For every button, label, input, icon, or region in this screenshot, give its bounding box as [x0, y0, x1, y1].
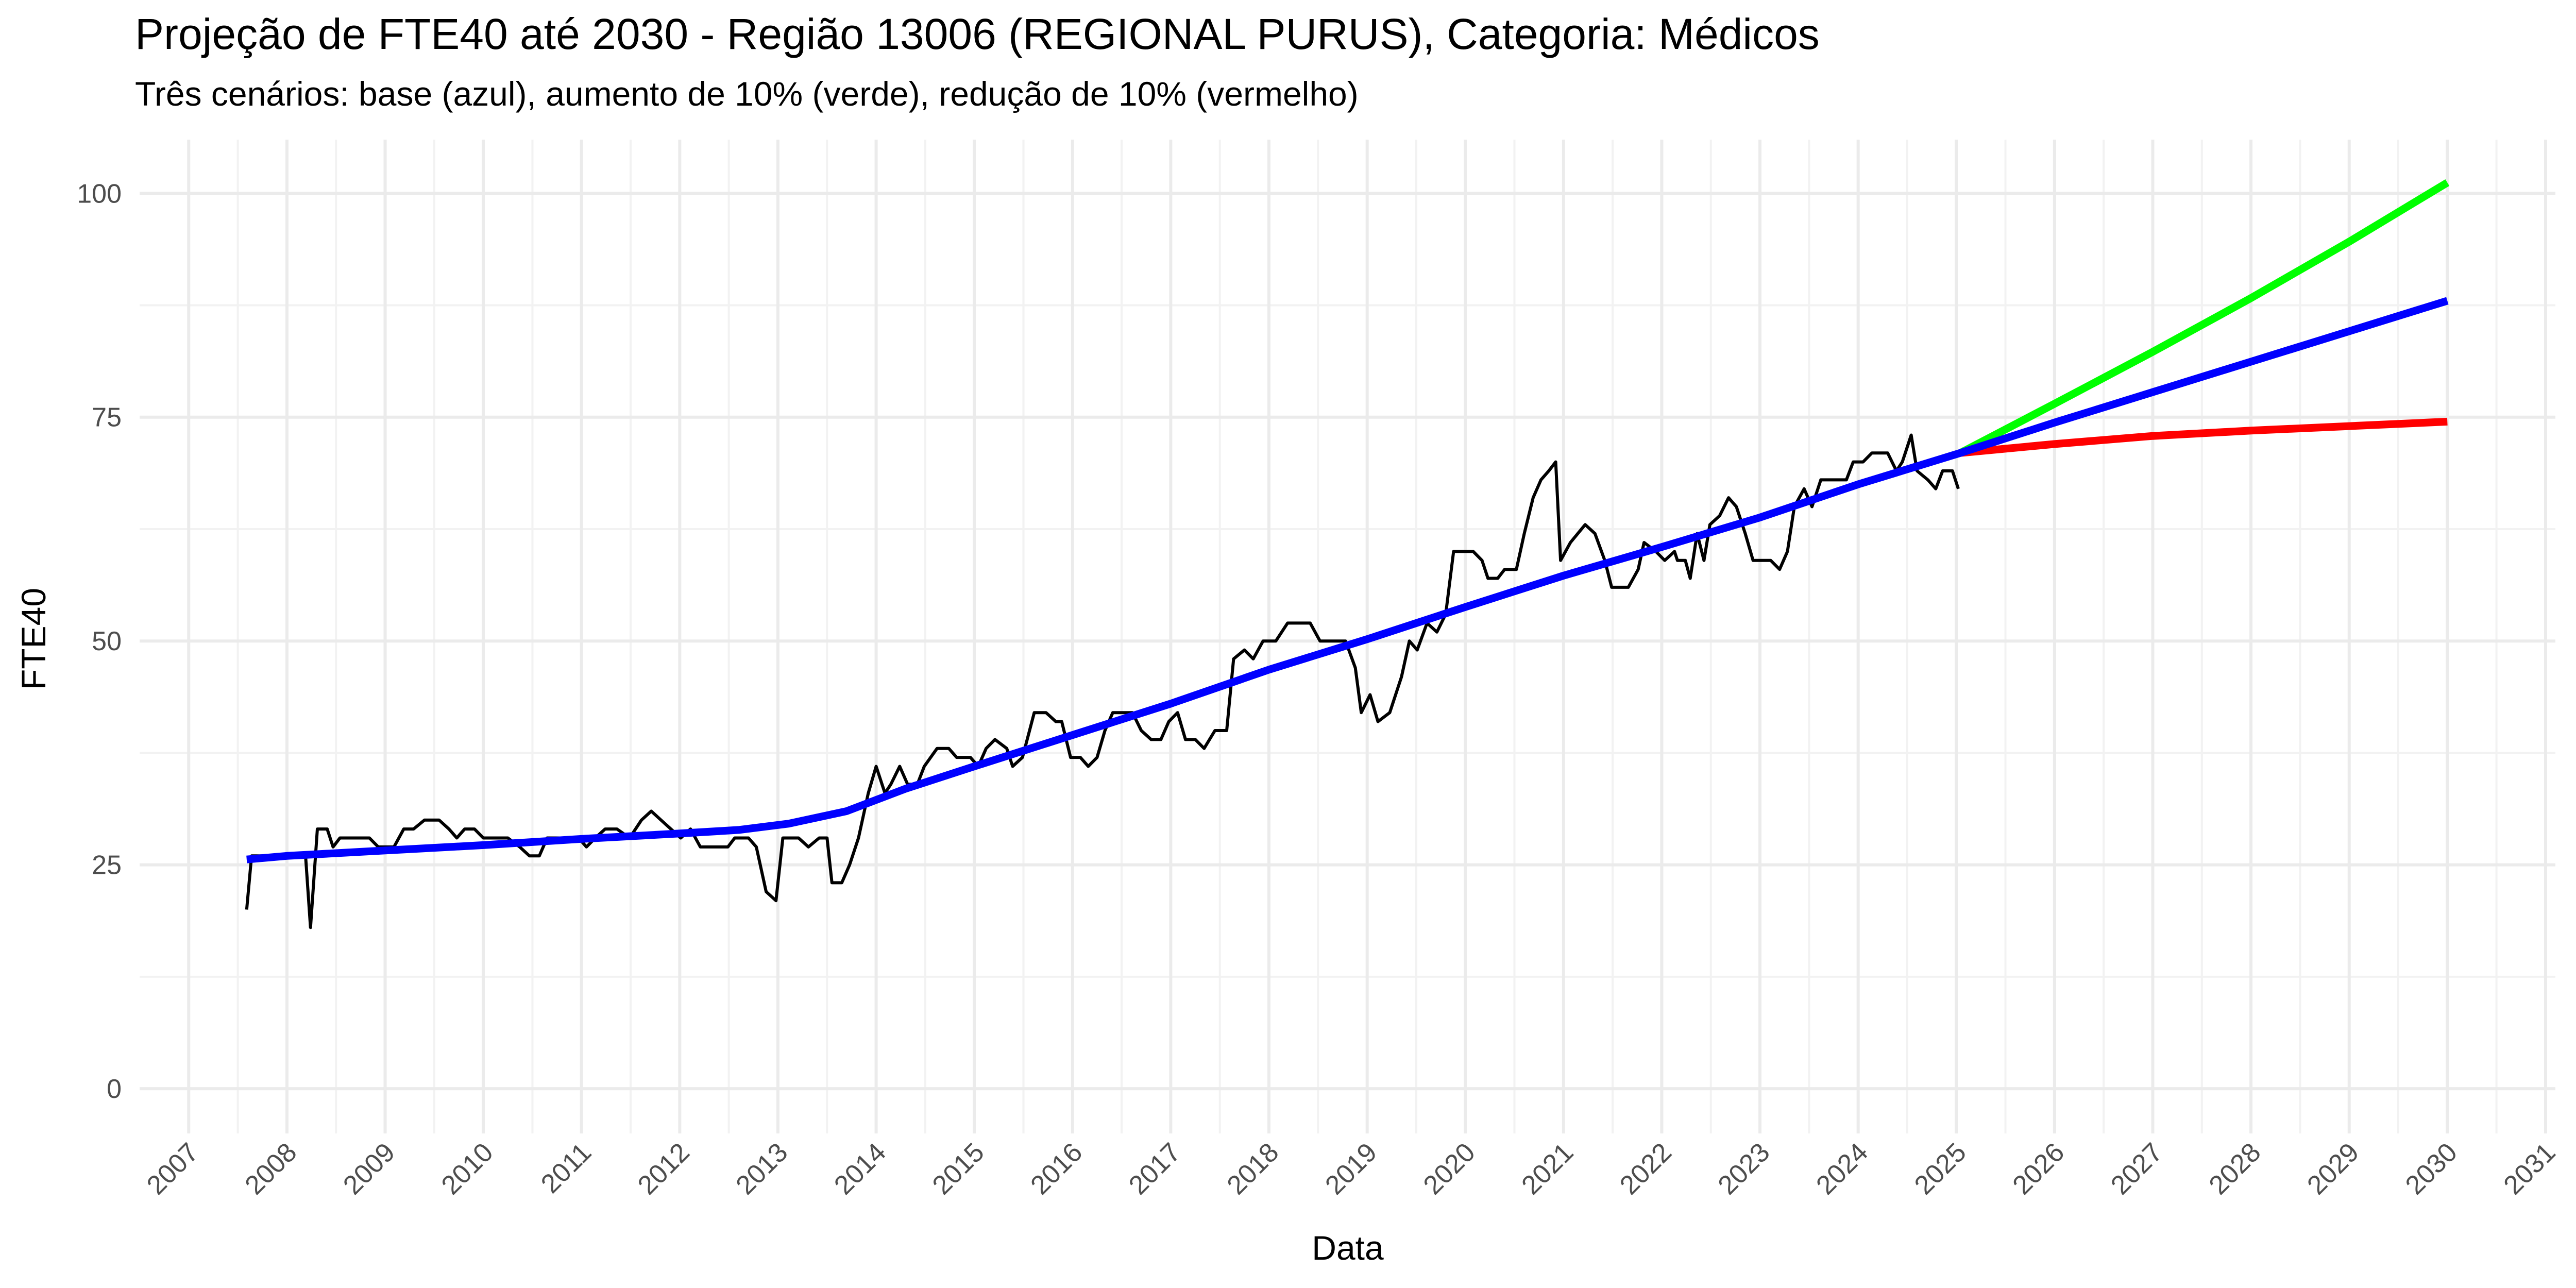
x-axis-title: Data — [1312, 1229, 1384, 1267]
x-tick-label: 2022 — [1614, 1137, 1677, 1200]
grid — [140, 140, 2555, 1133]
y-tick-label: 50 — [92, 626, 122, 656]
x-tick-label: 2012 — [632, 1137, 696, 1200]
x-tick-label: 2028 — [2204, 1137, 2267, 1200]
x-tick-label: 2030 — [2400, 1137, 2463, 1200]
y-tick-label: 75 — [92, 403, 122, 433]
x-tick-label: 2018 — [1222, 1137, 1285, 1200]
y-tick-label: 25 — [92, 851, 122, 880]
x-tick-label: 2007 — [141, 1137, 205, 1200]
series-line — [245, 433, 1960, 929]
x-tick-label: 2021 — [1516, 1137, 1580, 1200]
x-tick-label: 2010 — [436, 1137, 499, 1200]
y-tick-label: 0 — [107, 1074, 122, 1104]
x-tick-label: 2019 — [1319, 1137, 1383, 1200]
chart-title: Projeção de FTE40 até 2030 - Região 1300… — [135, 10, 1820, 58]
x-tick-label: 2023 — [1713, 1137, 1776, 1200]
y-tick-label: 100 — [77, 179, 122, 209]
series-line — [1958, 179, 2450, 456]
x-tick-label: 2027 — [2105, 1137, 2168, 1200]
x-tick-label: 2015 — [927, 1137, 990, 1200]
x-tick-label: 2025 — [1909, 1137, 1972, 1200]
x-tick-label: 2026 — [2007, 1137, 2071, 1200]
x-tick-label: 2020 — [1418, 1137, 1481, 1200]
x-tick-label: 2011 — [535, 1137, 597, 1199]
x-tick-label: 2016 — [1025, 1137, 1088, 1200]
x-tick-label: 2014 — [828, 1137, 892, 1200]
x-tick-label: 2013 — [731, 1137, 794, 1200]
x-tick-label: 2009 — [337, 1137, 401, 1200]
x-tick-label: 2024 — [1810, 1137, 1874, 1200]
x-tick-label: 2031 — [2498, 1137, 2562, 1200]
series-line — [1960, 417, 2448, 457]
x-tick-label: 2029 — [2301, 1137, 2365, 1200]
x-tick-label: 2017 — [1123, 1137, 1187, 1200]
plot-area — [245, 179, 2450, 929]
series-line — [246, 297, 2449, 863]
x-tick-label: 2008 — [240, 1137, 303, 1200]
chart-subtitle: Três cenários: base (azul), aumento de 1… — [135, 75, 1359, 113]
y-axis-title: FTE40 — [14, 588, 53, 690]
